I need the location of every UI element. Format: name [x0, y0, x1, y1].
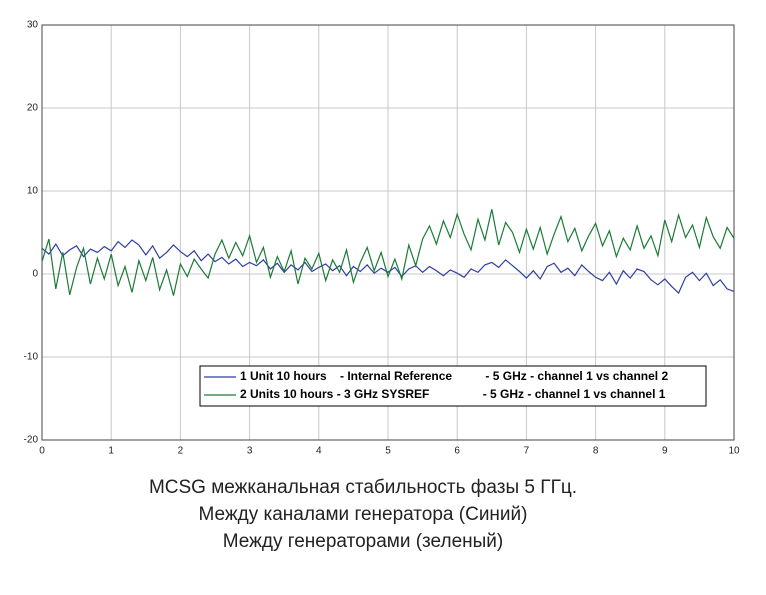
x-tick-label: 4 — [316, 446, 322, 457]
y-tick-label: -10 — [24, 352, 39, 363]
series-line — [41, 239, 735, 295]
x-tick-label: 2 — [178, 446, 184, 457]
y-tick-label: 0 — [32, 269, 38, 280]
x-tick-label: 5 — [385, 446, 391, 457]
y-tick-label: 30 — [27, 20, 39, 31]
x-tick-label: 3 — [247, 446, 253, 457]
x-tick-label: 8 — [593, 446, 599, 457]
plot-frame — [41, 24, 735, 441]
caption-line: Между каналами генератора (Синий) — [199, 504, 528, 525]
x-tick-label: 6 — [454, 446, 460, 457]
caption-line: Между генераторами (зеленый) — [223, 531, 503, 552]
y-tick-label: -20 — [24, 435, 39, 446]
y-tick-label: 20 — [27, 103, 39, 114]
x-tick-label: 0 — [39, 446, 45, 457]
x-tick-label: 1 — [108, 446, 114, 457]
legend-box — [199, 365, 707, 407]
legend-label: 1 Unit 10 hours - Internal Reference - 5… — [240, 369, 668, 383]
x-tick-label: 10 — [728, 446, 740, 457]
legend-label: 2 Units 10 hours - 3 GHz SYSREF - 5 GHz … — [240, 387, 666, 401]
y-tick-label: 10 — [27, 186, 39, 197]
caption-line: MCSG межканальная стабильность фазы 5 ГГ… — [149, 477, 577, 498]
series-line — [41, 209, 735, 296]
x-tick-label: 9 — [662, 446, 668, 457]
x-tick-label: 7 — [524, 446, 530, 457]
